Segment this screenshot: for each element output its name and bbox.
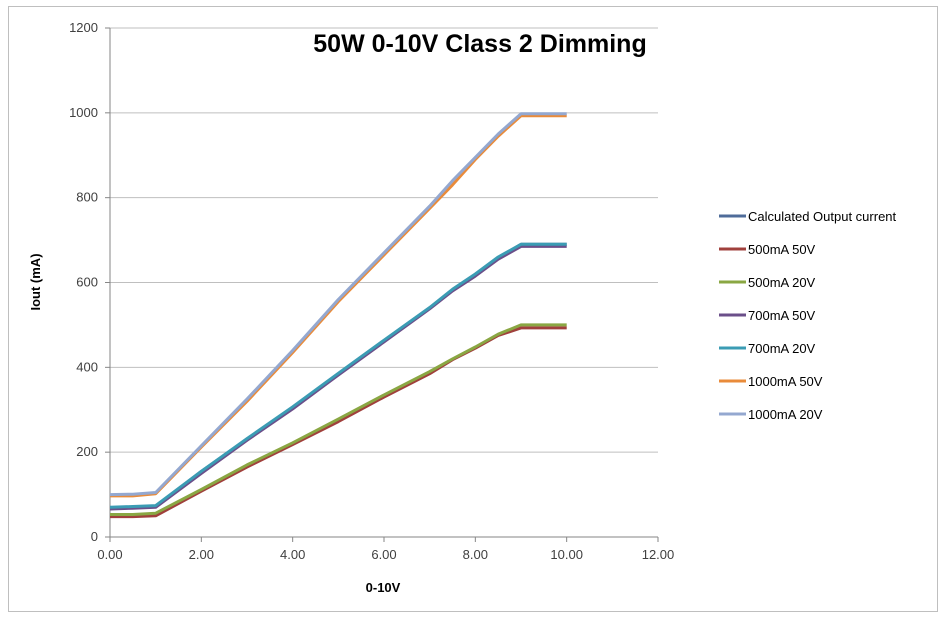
chart-title: 50W 0-10V Class 2 Dimming [313, 30, 646, 58]
y-tick-label: 1000 [69, 105, 98, 120]
legend-entry-label: 700mA 50V [748, 308, 816, 323]
series-line-2 [110, 323, 567, 516]
axes: 0 200 400 600 800 1000 1200 0.00 2.00 4.00 6.00 8.0… [69, 20, 674, 562]
y-tick-label: 800 [76, 190, 98, 205]
series-lines [109, 112, 567, 519]
legend: Calculated Output current 500mA 50V 500mA … [719, 209, 897, 422]
legend-entry-label: 700mA 20V [748, 341, 816, 356]
y-tick-label: 600 [76, 275, 98, 290]
y-tick-label: 200 [76, 444, 98, 459]
x-tick-label: 10.00 [550, 547, 583, 562]
x-tick-label: 8.00 [463, 547, 488, 562]
y-tick-label: 400 [76, 359, 98, 374]
y-tick-label: 0 [91, 529, 98, 544]
legend-entry-label: Calculated Output current [748, 209, 897, 224]
series-line-4 [109, 242, 567, 509]
gridlines [110, 27, 658, 453]
legend-entry-label: 1000mA 20V [748, 407, 823, 422]
x-tick-label: 4.00 [280, 547, 305, 562]
legend-entry-label: 1000mA 50V [748, 374, 823, 389]
x-tick-label: 12.00 [642, 547, 675, 562]
series-line-6 [109, 112, 567, 497]
x-tick-label: 6.00 [371, 547, 396, 562]
series-line-1 [110, 326, 567, 519]
legend-entry-label: 500mA 50V [748, 242, 816, 257]
y-axis-title: Iout (mA) [28, 253, 43, 310]
x-tick-label: 2.00 [189, 547, 214, 562]
series-line-5 [110, 114, 567, 498]
x-tick-label: 0.00 [97, 547, 122, 562]
y-tick-label: 1200 [69, 20, 98, 35]
legend-entry-label: 500mA 20V [748, 275, 816, 290]
x-axis-title: 0-10V [366, 580, 401, 595]
